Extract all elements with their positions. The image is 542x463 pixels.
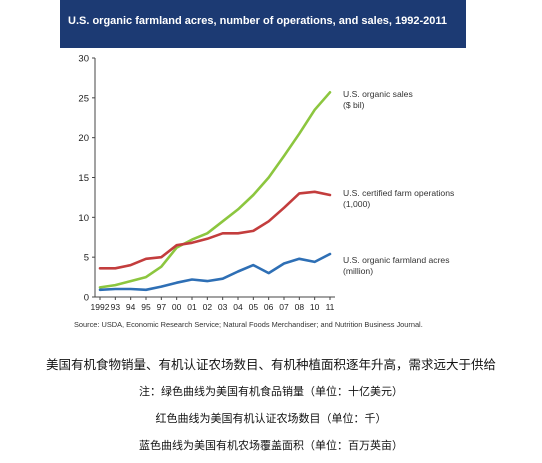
series-label-3: U.S. organic farmland acres bbox=[343, 255, 450, 265]
chart-frame: U.S. organic farmland acres, number of o… bbox=[60, 0, 466, 352]
x-tick-label: 95 bbox=[141, 302, 151, 312]
x-tick-label: 1992 bbox=[91, 302, 110, 312]
chart-title-bar: U.S. organic farmland acres, number of o… bbox=[60, 0, 466, 48]
x-tick-label: 06 bbox=[264, 302, 274, 312]
x-tick-label: 08 bbox=[295, 302, 305, 312]
y-tick-label: 20 bbox=[78, 133, 89, 144]
y-tick-label: 15 bbox=[78, 173, 89, 184]
x-tick-label: 02 bbox=[203, 302, 213, 312]
x-tick-label: 03 bbox=[218, 302, 228, 312]
x-tick-label: 05 bbox=[249, 302, 259, 312]
x-tick-label: 97 bbox=[157, 302, 167, 312]
series-label-1: U.S. organic sales bbox=[343, 89, 413, 99]
series-line-2 bbox=[98, 190, 332, 270]
caption-main: 美国有机食物销量、有机认证农场数目、有机种植面积逐年升高，需求远大于供给 bbox=[45, 357, 496, 372]
chart-title: U.S. organic farmland acres, number of o… bbox=[68, 15, 448, 27]
series-label-3: (million) bbox=[343, 266, 373, 276]
series-line-3 bbox=[98, 252, 332, 292]
x-tick-label: 10 bbox=[310, 302, 320, 312]
series-line-1 bbox=[98, 91, 332, 289]
series-label-1: ($ bil) bbox=[343, 100, 365, 110]
x-tick-label: 11 bbox=[326, 302, 335, 312]
x-tick-label: 94 bbox=[126, 302, 136, 312]
source-note: Source: USDA, Economic Research Service;… bbox=[74, 320, 423, 329]
y-tick-label: 10 bbox=[78, 213, 89, 224]
y-tick-label: 0 bbox=[84, 293, 89, 304]
x-tick-label: 01 bbox=[187, 302, 197, 312]
y-tick-label: 5 bbox=[84, 253, 89, 264]
x-tick-label: 93 bbox=[111, 302, 121, 312]
series-label-2: (1,000) bbox=[343, 199, 370, 209]
x-tick-label: 07 bbox=[279, 302, 289, 312]
caption-note-blue: 蓝色曲线为美国有机农场覆盖面积（单位：百万英亩） bbox=[139, 439, 403, 452]
y-tick-label: 30 bbox=[78, 54, 89, 65]
series-label-2: U.S. certified farm operations bbox=[343, 188, 454, 198]
y-tick-label: 25 bbox=[78, 93, 89, 104]
caption-note-green: 注：绿色曲线为美国有机食品销量（单位：十亿美元） bbox=[139, 385, 403, 398]
x-tick-label: 00 bbox=[172, 302, 182, 312]
x-tick-label: 04 bbox=[233, 302, 243, 312]
caption-note-red: 红色曲线为美国有机认证农场数目（单位：千） bbox=[155, 412, 387, 425]
